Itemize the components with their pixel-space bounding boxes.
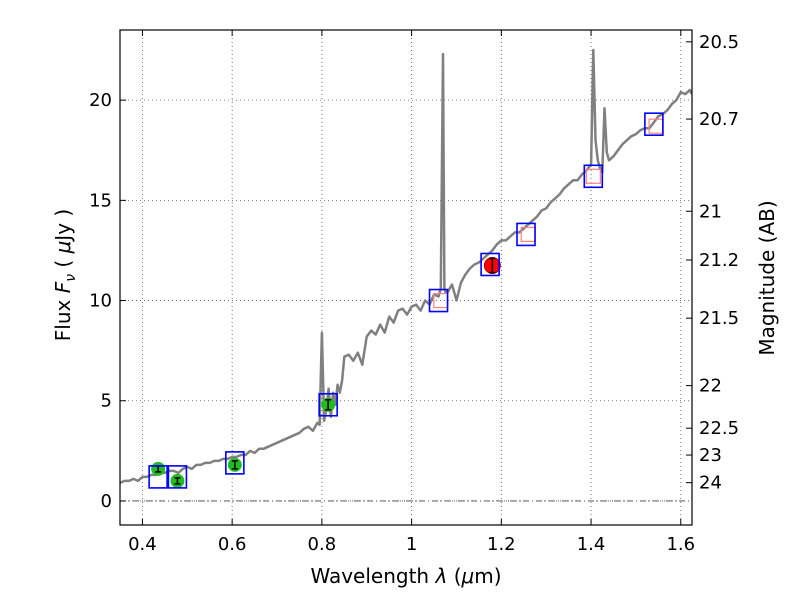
model-box-marker: [428, 288, 449, 313]
x-tick-label: 0.4: [128, 534, 157, 555]
y-tick-label: 0: [101, 491, 112, 512]
y-tick-label: 5: [101, 391, 112, 412]
x-tick-label: 1: [406, 534, 417, 555]
y2-tick-label: 24: [699, 473, 722, 494]
plot-area: [120, 48, 692, 489]
model-box-marker: [583, 164, 604, 189]
y-tick-label: 15: [89, 190, 112, 211]
model-box-marker: [318, 392, 338, 417]
x-tick-label: 1.2: [487, 534, 516, 555]
plot-frame: [119, 29, 693, 526]
y2-tick-label: 22.5: [699, 418, 739, 439]
x-tick-label: 1.6: [666, 534, 695, 555]
y2-tick-label: 21.5: [699, 308, 739, 329]
x-tick-label: 0.6: [218, 534, 247, 555]
y2-tick-label: 23: [699, 445, 722, 466]
y2-tick-label: 21.2: [699, 250, 739, 271]
y-tick-label: 10: [89, 291, 112, 312]
y2-axis-title: Magnitude (AB): [755, 200, 779, 355]
x-tick-label: 1.4: [577, 534, 606, 555]
y2-tick-label: 20.5: [699, 32, 739, 53]
x-tick-label: 0.8: [308, 534, 337, 555]
axis-ticks: 0.4 0.6 0.8 1 1.2 1.4 1.6 0 5 10 15 20 20.5 20.7 21 21.…: [89, 30, 739, 555]
obs-box-marker: [585, 168, 601, 184]
x-axis-title: Wavelength λ (μm): [310, 564, 501, 588]
grid-lines: [120, 30, 692, 525]
model-box-marker: [225, 451, 245, 475]
y2-tick-label: 22: [699, 376, 722, 397]
model-box-marker: [516, 222, 536, 247]
y-axis-title: Flux Fν ( μJy ): [51, 209, 79, 341]
model-box-marker: [480, 252, 500, 277]
spectrum-line: [120, 48, 692, 485]
model-box-marker: [644, 112, 664, 136]
model-box-marker: [148, 465, 168, 489]
y2-tick-label: 20.7: [699, 109, 739, 130]
y-tick-label: 20: [89, 90, 112, 111]
y2-tick-label: 21: [699, 201, 722, 222]
model-box-marker: [167, 465, 188, 489]
